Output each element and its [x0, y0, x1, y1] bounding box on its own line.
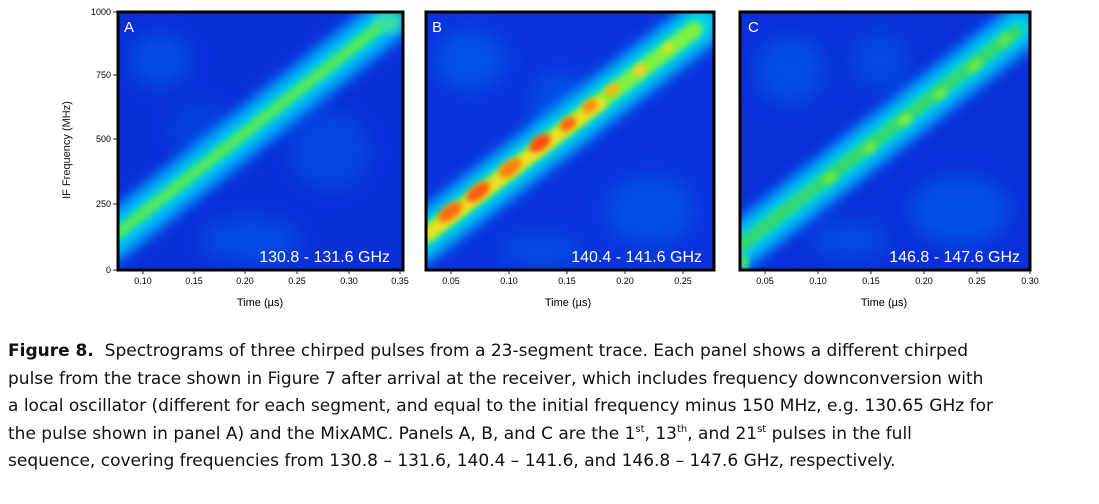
caption-line-1: Figure 8. Spectrograms of three chirped … [8, 338, 1093, 366]
panel-c-spectrogram [740, 12, 1030, 270]
y-tick: 750 [96, 70, 117, 80]
x-tick-label: 0.25 [288, 276, 306, 286]
x-tick-label: 0.05 [756, 276, 774, 286]
panel-b-spectrogram [426, 12, 714, 270]
caption-text: the pulse shown in panel A) and the MixA… [8, 423, 636, 444]
panel-c-letter: C [748, 19, 759, 36]
panel-c-frequency-label: 146.8 - 147.6 GHz [889, 249, 1020, 266]
y-tick: 500 [96, 134, 117, 144]
y-tick-label: 1000 [91, 7, 111, 17]
x-tick-label: 0.15 [185, 276, 203, 286]
x-tick-label: 0.15 [558, 276, 576, 286]
panel-b-letter: B [432, 19, 442, 36]
panel-b: B 140.4 - 141.6 GHz 0.05 0.10 0.15 0.20 … [424, 10, 716, 309]
panel-a-spectrogram [118, 12, 403, 270]
panel-c: C 146.8 - 147.6 GHz 0.05 0.10 0.15 0.20 … [738, 10, 1039, 309]
superscript: st [635, 423, 645, 435]
caption-line-4: the pulse shown in panel A) and the MixA… [8, 421, 1093, 449]
x-tick-label: 0.05 [442, 276, 460, 286]
y-tick-label: 250 [96, 199, 111, 209]
spectrogram-figure: IF Frequency (MHz) 1000 750 500 250 0 [61, 7, 1039, 309]
caption-line-5: sequence, covering frequencies from 130.… [8, 451, 896, 471]
caption-figure-label: Figure 8. [8, 341, 94, 361]
x-tick-label: 0.10 [809, 276, 827, 286]
superscript: th [676, 423, 688, 435]
y-axis: 1000 750 500 250 0 [91, 7, 118, 275]
caption-text: pulses in the full [766, 423, 912, 444]
y-tick: 250 [96, 199, 117, 209]
panel-a-x-axis-label: Time (µs) [237, 297, 283, 309]
panel-a-letter: A [124, 19, 134, 36]
panel-b-x-ticks: 0.05 0.10 0.15 0.20 0.25 [442, 270, 692, 286]
x-tick-label: 0.30 [340, 276, 358, 286]
x-tick-label: 0.30 [1021, 276, 1039, 286]
y-tick-label: 500 [96, 134, 111, 144]
panel-b-frequency-label: 140.4 - 141.6 GHz [571, 249, 702, 266]
y-tick: 0 [106, 265, 117, 275]
panel-b-x-axis-label: Time (µs) [545, 297, 591, 309]
x-tick-label: 0.15 [862, 276, 880, 286]
panel-a-x-ticks: 0.10 0.15 0.20 0.25 0.30 0.35 [134, 270, 409, 286]
panel-a-frequency-label: 130.8 - 131.6 GHz [259, 249, 390, 266]
y-tick-label: 0 [106, 265, 111, 275]
x-tick-label: 0.10 [134, 276, 152, 286]
panel-c-x-ticks: 0.05 0.10 0.15 0.20 0.25 0.30 [756, 270, 1039, 286]
y-axis-label: IF Frequency (MHz) [61, 101, 73, 199]
caption-line-3: a local oscillator (different for each s… [8, 396, 993, 416]
x-tick-label: 0.25 [674, 276, 692, 286]
x-tick-label: 0.10 [500, 276, 518, 286]
panel-c-hotspots [822, 33, 1013, 185]
figure-caption: Figure 8. Spectrograms of three chirped … [8, 338, 1093, 476]
y-tick: 1000 [91, 7, 117, 17]
x-tick-label: 0.25 [968, 276, 986, 286]
x-tick-label: 0.20 [236, 276, 254, 286]
y-tick-label: 750 [96, 70, 111, 80]
x-tick-label: 0.20 [915, 276, 933, 286]
panel-a: A 130.8 - 131.6 GHz 0.10 0.15 0.20 0.25 … [116, 10, 409, 309]
superscript: st [757, 423, 767, 435]
caption-line-2: pulse from the trace shown in Figure 7 a… [8, 368, 984, 389]
caption-text: , 13 [644, 423, 677, 444]
panel-b-hotspots [438, 43, 674, 223]
x-tick-label: 0.35 [391, 276, 409, 286]
panel-c-x-axis-label: Time (µs) [861, 297, 907, 309]
caption-text: , and 21 [687, 423, 758, 444]
caption-text: Spectrograms of three chirped pulses fro… [104, 341, 969, 361]
x-tick-label: 0.20 [616, 276, 634, 286]
